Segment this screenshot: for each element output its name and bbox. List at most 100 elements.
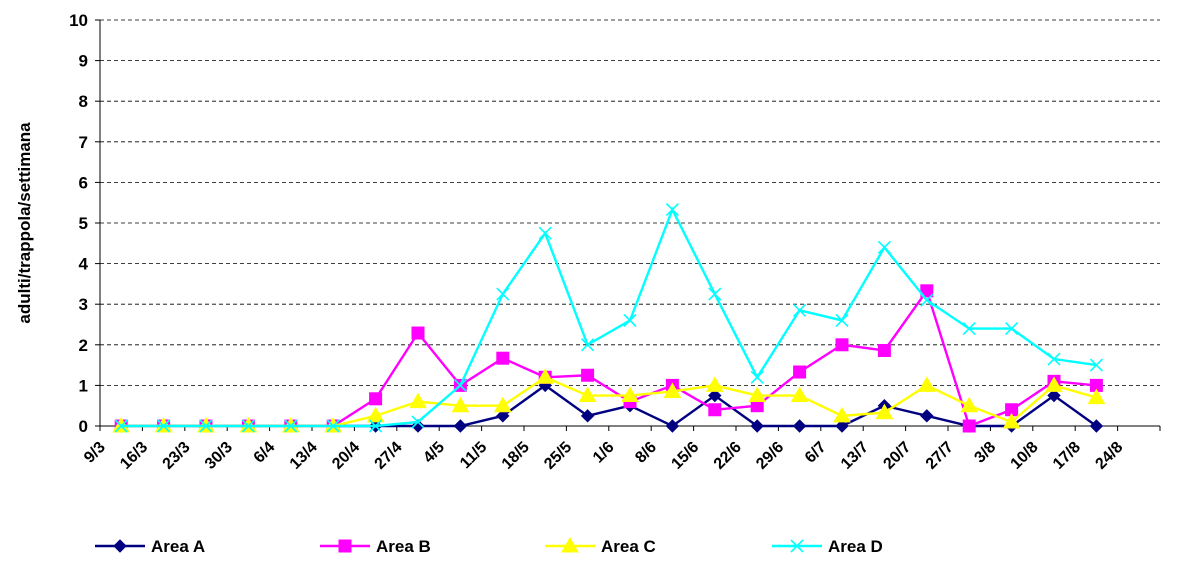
y-tick-label: 9 bbox=[79, 52, 88, 71]
x-tick-label: 13/7 bbox=[838, 439, 872, 473]
data-point-area-c bbox=[833, 406, 851, 423]
y-tick-label: 8 bbox=[79, 92, 88, 111]
y-tick-label: 0 bbox=[79, 417, 88, 436]
data-point-area-d bbox=[199, 419, 213, 433]
data-point-area-c bbox=[1087, 388, 1106, 405]
data-point-area-a bbox=[920, 409, 934, 423]
legend-marker bbox=[113, 539, 127, 553]
x-tick-label: 27/4 bbox=[372, 439, 406, 473]
data-point-area-b bbox=[793, 365, 807, 379]
x-tick-label: 3/8 bbox=[971, 439, 999, 467]
data-point-area-d bbox=[623, 313, 637, 328]
y-axis-label: adulti/trappola/settimana bbox=[15, 122, 34, 324]
data-point-area-c bbox=[578, 386, 597, 403]
x-tick-label: 24/8 bbox=[1092, 439, 1126, 473]
data-point-area-b bbox=[411, 326, 425, 340]
legend-item-area-d: Area D bbox=[772, 537, 883, 556]
data-point-area-d bbox=[750, 370, 764, 384]
series-line-area-b bbox=[121, 288, 1097, 428]
data-point-area-d bbox=[665, 203, 679, 217]
x-tick-label: 20/4 bbox=[329, 439, 363, 473]
data-point-area-c bbox=[1045, 376, 1063, 392]
x-tick-label: 25/5 bbox=[541, 439, 575, 473]
data-point-area-a bbox=[496, 409, 510, 423]
data-point-area-d bbox=[920, 293, 934, 307]
y-axis-ticks: 0 1 2 3 4 5 6 7 8 9 10 bbox=[69, 11, 100, 436]
data-point-area-c bbox=[917, 376, 936, 392]
data-point-area-d bbox=[496, 287, 510, 301]
data-point-area-d bbox=[453, 378, 467, 392]
data-point-area-b bbox=[369, 392, 383, 406]
x-tick-label: 9/3 bbox=[81, 439, 109, 467]
x-tick-label: 16/3 bbox=[117, 439, 151, 473]
data-point-area-b bbox=[581, 368, 595, 382]
data-point-area-d bbox=[326, 419, 340, 433]
legend-label: Area B bbox=[376, 537, 431, 556]
series-line-area-a bbox=[121, 383, 1098, 428]
x-tick-label: 15/6 bbox=[668, 439, 702, 473]
x-tick-label: 10/8 bbox=[1008, 439, 1042, 473]
data-point-area-a bbox=[835, 419, 849, 433]
data-point-area-b bbox=[708, 403, 722, 417]
data-point-area-d bbox=[877, 240, 891, 254]
data-point-area-d bbox=[793, 303, 807, 317]
data-point-area-c bbox=[663, 382, 682, 398]
data-point-area-c bbox=[1002, 412, 1021, 429]
data-point-area-c bbox=[409, 392, 427, 409]
x-tick-label: 4/5 bbox=[420, 439, 448, 467]
data-point-area-c bbox=[536, 368, 555, 384]
data-point-area-d bbox=[962, 321, 976, 336]
series-line-area-c bbox=[121, 375, 1097, 428]
data-point-area-d bbox=[538, 226, 552, 240]
x-tick-label: 27/7 bbox=[923, 439, 957, 473]
data-point-area-d bbox=[284, 419, 298, 433]
legend-label: Area D bbox=[828, 537, 883, 556]
data-point-area-b bbox=[962, 419, 976, 433]
data-point-area-c bbox=[451, 396, 470, 413]
y-tick-label: 2 bbox=[79, 336, 88, 355]
data-point-area-c bbox=[960, 396, 979, 413]
y-tick-label: 10 bbox=[69, 11, 88, 30]
y-tick-label: 3 bbox=[79, 295, 88, 314]
data-point-area-d bbox=[708, 287, 722, 301]
data-point-area-d bbox=[369, 419, 383, 433]
legend-item-area-b: Area B bbox=[320, 537, 431, 556]
data-point-area-a bbox=[1047, 388, 1061, 403]
data-point-area-b bbox=[496, 351, 510, 365]
data-point-area-c bbox=[493, 396, 512, 413]
data-point-area-d bbox=[157, 419, 171, 433]
data-point-area-b bbox=[877, 343, 891, 357]
data-point-area-d bbox=[1047, 352, 1061, 366]
x-tick-label: 20/7 bbox=[880, 439, 914, 473]
x-tick-label: 8/6 bbox=[632, 439, 660, 467]
legend-marker bbox=[790, 539, 804, 553]
y-tick-label: 4 bbox=[79, 255, 89, 274]
data-point-area-d bbox=[411, 415, 425, 429]
gridlines bbox=[100, 19, 1160, 386]
legend-item-area-c: Area C bbox=[545, 536, 656, 556]
x-tick-label: 11/5 bbox=[457, 439, 490, 472]
data-point-area-a bbox=[708, 388, 722, 403]
y-tick-label: 7 bbox=[79, 133, 88, 152]
series-line-area-d bbox=[121, 206, 1097, 428]
data-point-area-d bbox=[835, 313, 849, 328]
data-point-area-a bbox=[792, 419, 807, 433]
x-tick-label: 1/6 bbox=[590, 439, 618, 467]
y-tick-label: 6 bbox=[79, 173, 88, 192]
data-point-area-c bbox=[366, 406, 385, 423]
data-point-area-a bbox=[750, 419, 764, 433]
data-point-area-a bbox=[1089, 419, 1104, 433]
data-point-area-c bbox=[705, 376, 724, 392]
legend-label: Area C bbox=[601, 537, 656, 556]
legend-marker bbox=[338, 539, 352, 553]
x-axis-ticks: 9/3 16/3 23/3 30/3 6/4 13/4 20/4 27/4 4/5 11/5 18/… bbox=[81, 426, 1161, 473]
data-point-area-c bbox=[790, 386, 809, 403]
y-tick-label: 1 bbox=[79, 376, 88, 395]
data-point-area-a bbox=[665, 419, 680, 433]
y-tick-label: 5 bbox=[79, 214, 88, 233]
x-tick-label: 22/6 bbox=[711, 439, 745, 473]
data-point-area-a bbox=[580, 409, 595, 423]
legend-item-area-a: Area A bbox=[95, 537, 205, 556]
data-point-area-d bbox=[1089, 358, 1103, 372]
